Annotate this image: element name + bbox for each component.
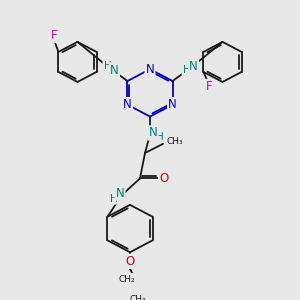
Text: F: F (206, 80, 213, 93)
Text: F: F (51, 29, 58, 42)
Text: N: N (110, 64, 119, 76)
Text: N: N (116, 187, 124, 200)
Text: CH₂: CH₂ (119, 275, 135, 284)
Text: H: H (156, 132, 164, 142)
Text: N: N (189, 60, 198, 73)
Text: H: H (183, 65, 190, 75)
Text: H: H (110, 194, 118, 203)
Text: N: N (123, 98, 132, 111)
Text: N: N (168, 98, 177, 111)
Text: CH₃: CH₃ (167, 136, 183, 146)
Text: N: N (146, 63, 154, 76)
Text: H: H (103, 61, 111, 71)
Text: O: O (159, 172, 169, 185)
Text: O: O (125, 255, 135, 268)
Text: CH₃: CH₃ (130, 295, 146, 300)
Text: N: N (148, 126, 158, 140)
